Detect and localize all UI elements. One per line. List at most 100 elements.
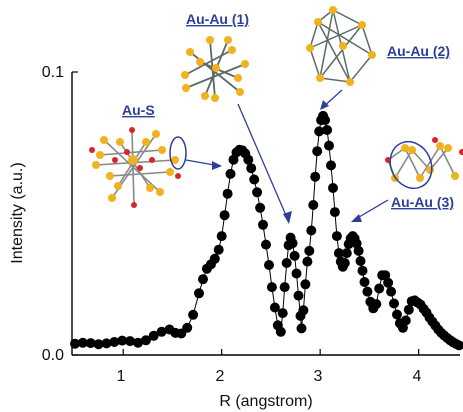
y-tick-label-0: 0.0 (42, 347, 64, 364)
arrow-au-s-head (212, 161, 222, 170)
data-point (93, 339, 104, 350)
data-point (277, 308, 288, 319)
arrow-au-au-3-head (351, 214, 362, 222)
ticks (72, 71, 420, 356)
data-point (140, 335, 151, 346)
data-point (249, 174, 260, 185)
data-point (389, 298, 399, 309)
data-point (266, 282, 277, 293)
data-point (148, 330, 159, 341)
data-point (281, 258, 292, 268)
data-point (312, 146, 323, 157)
data-point (258, 219, 268, 230)
data-point (357, 265, 368, 276)
data-point (298, 305, 309, 316)
au-au-1-cluster-illustration (181, 36, 249, 102)
data-point (133, 337, 143, 348)
data-point (101, 338, 112, 349)
data-point (331, 231, 342, 242)
arrow-au-au-1-head (283, 211, 292, 224)
data-point (328, 183, 338, 193)
annotation-au-au-3: Au-Au (3) (391, 194, 454, 210)
data-point (296, 323, 307, 334)
data-point (264, 260, 274, 270)
data-point (386, 286, 397, 297)
data-point (85, 338, 96, 349)
data-point (156, 326, 167, 337)
y-tick-label-1: 0.1 (42, 64, 64, 81)
x-axis-title: R (angstrom) (219, 393, 312, 410)
data-point (339, 258, 350, 268)
data-point (454, 340, 463, 351)
data-point (341, 248, 352, 259)
x-tick-label-2: 2 (216, 368, 225, 385)
annotation-arrow-heads (212, 100, 362, 224)
y-axis-title: Intensity (a.u.) (9, 162, 26, 263)
data-point (362, 286, 373, 297)
data-point (194, 288, 204, 299)
data-point (320, 115, 331, 126)
annotation-au-au-1: Au-Au (1) (186, 11, 249, 27)
data-point (359, 277, 370, 287)
data-point (306, 225, 317, 236)
au-s-cluster-illustration (89, 127, 187, 208)
data-point (289, 250, 300, 261)
data-point (291, 268, 302, 279)
data-point (293, 290, 304, 301)
data-point (198, 274, 208, 285)
data-point (117, 335, 128, 346)
data-point (279, 282, 290, 293)
data-point (255, 202, 266, 213)
data-point (70, 338, 80, 349)
data-point (392, 309, 402, 320)
x-tick-label-1: 1 (117, 368, 126, 385)
data-point (300, 279, 311, 290)
annotation-arrows (185, 89, 389, 221)
arrow-au-au-2-head (320, 100, 329, 110)
data-point (209, 253, 220, 264)
annotation-au-au-2: Au-Au (2) (387, 43, 450, 59)
data-point (243, 154, 254, 165)
data-point (374, 283, 385, 294)
data-point (275, 326, 286, 337)
au-au-3-cluster-illustration (385, 137, 463, 190)
series-points (70, 110, 463, 351)
data-point (188, 309, 199, 320)
data-point (326, 160, 336, 171)
data-point (371, 299, 382, 310)
data-point (252, 187, 263, 198)
au-au-2-cluster-illustration (306, 6, 376, 86)
data-point (109, 337, 120, 347)
data-point (322, 125, 333, 135)
data-point (355, 256, 366, 266)
data-point (308, 200, 319, 210)
data-point (225, 168, 236, 179)
data-point (125, 336, 136, 347)
data-point (310, 171, 321, 182)
data-point (269, 302, 280, 313)
data-point (216, 231, 227, 242)
data-point (333, 248, 344, 259)
data-point (403, 304, 414, 315)
data-point (182, 322, 193, 333)
arrow-au-au-1 (237, 103, 289, 221)
data-point (219, 210, 230, 221)
data-point (302, 256, 313, 267)
annotation-au-s: Au-S (122, 102, 155, 118)
data-point (324, 140, 334, 151)
data-point (287, 238, 298, 249)
data-point (246, 163, 257, 174)
data-point (304, 245, 315, 256)
x-tick-label-4: 4 (413, 368, 422, 385)
data-point (314, 126, 325, 137)
data-point (380, 270, 391, 281)
data-point (353, 245, 364, 256)
data-point (329, 207, 340, 218)
axes (71, 72, 460, 356)
x-tick-label-3: 3 (314, 368, 323, 385)
data-point (261, 239, 271, 250)
data-point (222, 188, 233, 199)
data-point (77, 337, 88, 348)
data-point (400, 315, 411, 326)
